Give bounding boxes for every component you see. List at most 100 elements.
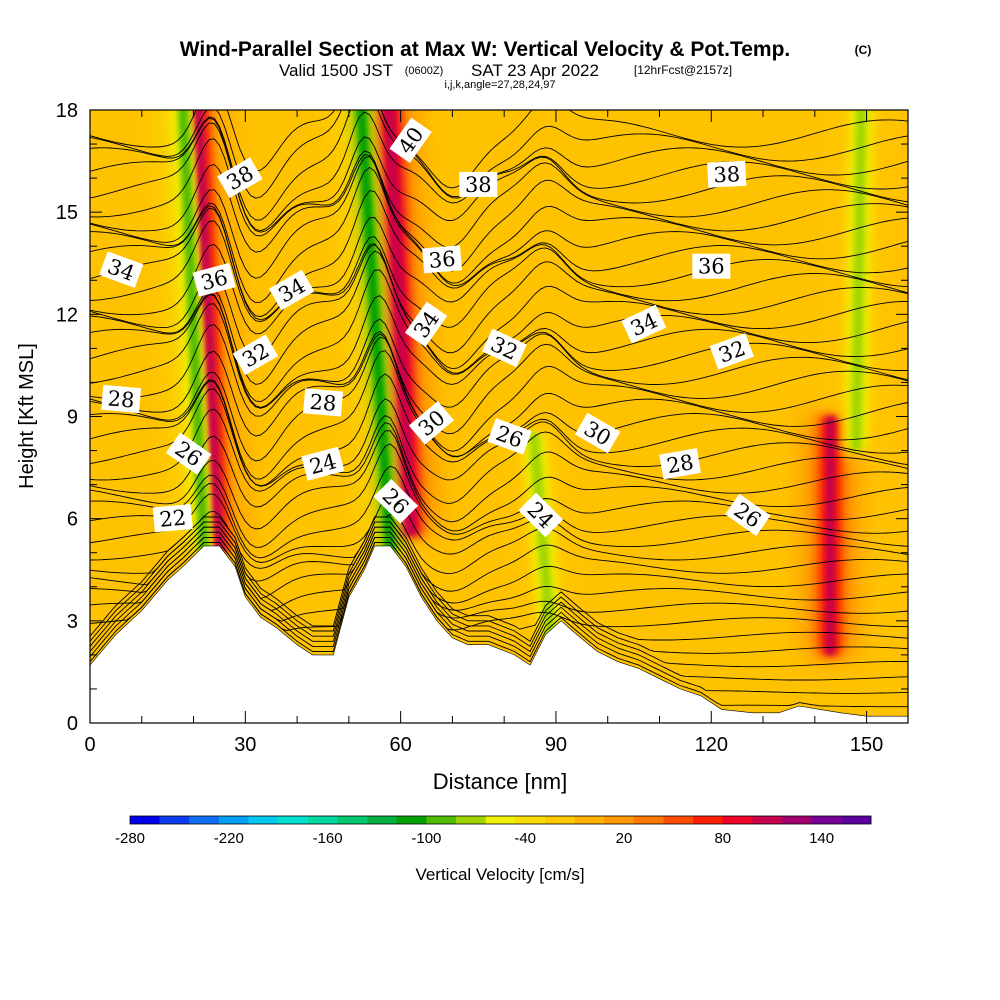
colorbar-swatch	[693, 816, 724, 824]
isentrope-label-text: 38	[713, 162, 741, 187]
x-tick-label: 30	[234, 734, 256, 756]
isentrope-label: 36	[422, 245, 463, 274]
subtitle-date: SAT 23 Apr 2022	[471, 61, 599, 80]
isentrope-label-box	[389, 117, 432, 164]
colorbar-swatch	[574, 816, 605, 824]
isentrope-line	[90, 166, 908, 304]
isentrope-label: 28	[659, 448, 701, 480]
isentrope-label-box	[574, 412, 621, 454]
colorbar-frame	[129, 815, 872, 825]
isentrope-line	[90, 111, 908, 232]
isentrope-line	[90, 531, 908, 612]
isentrope-label-box	[165, 432, 212, 475]
isentrope-label: 28	[303, 388, 344, 417]
colorbar-tick-label: 20	[616, 830, 633, 847]
velocity-band-core	[384, 110, 417, 536]
colorbar-swatch	[130, 816, 160, 824]
isentrope-line	[90, 110, 908, 189]
isentrope-line	[90, 324, 908, 435]
isentrope-line	[90, 526, 908, 604]
colorbar-swatch	[722, 816, 753, 824]
isentrope-label: 28	[101, 384, 142, 414]
isentrope-line	[90, 536, 908, 622]
isentrope-label-box	[404, 301, 448, 348]
isentrope-line	[90, 220, 908, 328]
isentrope-label-text: 36	[698, 255, 725, 279]
isentrope-line	[90, 156, 908, 284]
colorbar-tick-label: 140	[809, 830, 834, 847]
colorbar-tick-label: -160	[313, 830, 343, 847]
isentrope-label-box	[152, 504, 193, 533]
isentrope-label-box	[481, 328, 527, 368]
isentrope-line	[90, 333, 908, 452]
colorbar-tick-label: -220	[214, 830, 244, 847]
isentrope-label-box	[709, 333, 754, 370]
isentrope-label-box	[487, 418, 532, 455]
chart-titles: Wind-Parallel Section at Max W: Vertical…	[180, 38, 872, 91]
isentrope-label: 30	[574, 412, 621, 454]
subtitle-z: (0600Z)	[405, 65, 444, 77]
colorbar-swatch	[307, 816, 338, 824]
isentrope-label-text: 28	[665, 450, 695, 478]
chart-title: Wind-Parallel Section at Max W: Vertical…	[180, 38, 791, 61]
isentrope-label: 22	[152, 504, 193, 533]
colorbar-swatch	[604, 816, 635, 824]
isentrope-label: 36	[692, 253, 731, 279]
x-tick-label: 90	[545, 734, 567, 756]
isentrope-line	[90, 190, 908, 318]
colorbar-swatch	[396, 816, 427, 824]
colorbar-tick-label: 80	[714, 830, 731, 847]
colorbar: -280 -220 -160 -100 -40 20 80 140	[115, 815, 872, 847]
colorbar-swatch	[159, 816, 190, 824]
colorbar-swatch	[633, 816, 664, 824]
isentrope-label-box	[301, 446, 345, 481]
colorbar-swatch	[782, 816, 813, 824]
colorbar-swatch	[189, 816, 220, 824]
isentrope-label-box	[99, 251, 144, 288]
isentrope-label-box	[459, 171, 498, 197]
isentrope-label-box	[725, 493, 771, 537]
isentrope-label-text: 28	[309, 390, 338, 416]
colorbar-swatch	[515, 816, 546, 824]
colorbar-tick-label: -280	[115, 830, 145, 847]
isentrope-line	[90, 510, 908, 575]
isentrope-line	[90, 243, 908, 370]
isentrope-label-box	[422, 245, 463, 274]
velocity-band-core	[355, 110, 396, 553]
isentrope-line	[90, 465, 908, 559]
title-mark: (C)	[855, 43, 872, 57]
isentrope-label-box	[192, 262, 236, 297]
colorbar-swatch	[248, 816, 279, 824]
colorbar-swatch	[426, 816, 457, 824]
colorbar-swatch	[663, 816, 694, 824]
x-tick-label: 60	[390, 734, 412, 756]
isentrope-line	[90, 430, 908, 532]
colorbar-tick-label: -40	[514, 830, 536, 847]
x-tick-label: 0	[84, 734, 95, 756]
isentrope-label-box	[408, 401, 454, 445]
isentrope-label-box	[692, 253, 731, 279]
subtitle-ijk: i,j,k,angle=27,28,24,97	[444, 79, 555, 91]
x-tick-label: 150	[850, 734, 883, 756]
isentrope-label-box	[303, 388, 344, 417]
colorbar-swatch	[485, 816, 516, 824]
isentrope-line	[90, 303, 908, 409]
x-axis-label: Distance [nm]	[433, 769, 568, 794]
isentrope-label: 38	[459, 171, 498, 197]
y-axis-label: Height [Kft MSL]	[16, 343, 38, 489]
colorbar-label: Vertical Velocity [cm/s]	[415, 865, 584, 884]
isentrope-line	[90, 138, 908, 248]
isentrope-line	[90, 110, 908, 199]
isentrope-label-box	[217, 157, 263, 198]
y-tick-label: 3	[67, 611, 78, 633]
y-tick-label: 15	[56, 202, 78, 224]
isentrope-label: 24	[301, 446, 345, 481]
colorbar-swatch	[278, 816, 309, 824]
isentrope-line	[90, 110, 908, 221]
subtitle-valid: Valid 1500 JST	[279, 61, 393, 80]
isentrope-label-text: 22	[158, 506, 187, 532]
terrain-mask	[90, 545, 908, 723]
